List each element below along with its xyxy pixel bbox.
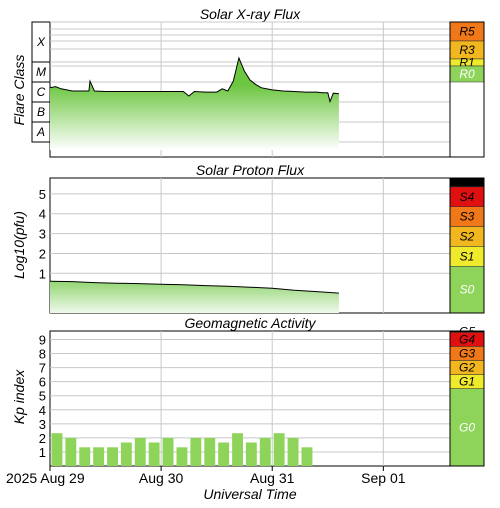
kp-bar — [134, 437, 146, 466]
kp-y-tick-label: 6 — [39, 375, 46, 390]
kp-bar — [120, 442, 132, 466]
x-tick-label: Aug 31 — [250, 470, 295, 486]
kp-bar — [245, 442, 257, 466]
kp-bar — [93, 447, 105, 466]
flare-class-label: A — [36, 125, 45, 139]
kp-bar — [218, 442, 230, 466]
kp-panel-title: Geomagnetic Activity — [185, 315, 317, 331]
kp-y-axis-label: Kp index — [11, 369, 27, 424]
kp-bar — [51, 433, 63, 466]
proton-scale-band — [449, 266, 485, 314]
kp-scale-label: G4 — [459, 332, 475, 346]
proton-y-tick-label: 2 — [39, 246, 46, 261]
kp-bar — [301, 447, 313, 466]
flare-class-label: M — [36, 65, 46, 79]
kp-y-tick-label: 3 — [39, 417, 46, 432]
kp-scale-label: G1 — [459, 375, 475, 389]
proton-scale-label: S2 — [460, 230, 475, 244]
proton-scale-label: S5 — [460, 175, 475, 189]
xray-flux-fill — [50, 58, 339, 150]
x-axis-title: Universal Time — [203, 486, 296, 502]
x-axis: 2025 Aug 29 Aug 30 Aug 31 Sep 01 — [6, 466, 406, 486]
flare-class-label: B — [37, 105, 45, 119]
proton-scale-label: S3 — [460, 210, 475, 224]
kp-bar — [232, 433, 243, 466]
xray-scale-frame — [449, 21, 485, 158]
xray-scale-label: R0 — [459, 67, 475, 81]
flare-class-label: X — [36, 35, 46, 49]
flare-class-label: C — [37, 85, 46, 99]
kp-bar — [148, 442, 160, 466]
xray-y-axis-label: Flare Class — [11, 55, 27, 126]
kp-scale-frame — [449, 330, 485, 467]
kp-bar — [79, 447, 91, 466]
xray-scale-label: R3 — [459, 43, 475, 57]
kp-bar — [190, 437, 202, 466]
proton-flux-fill — [50, 281, 339, 313]
kp-y-tick-label: 1 — [39, 445, 46, 460]
kp-y-tick-label: 8 — [39, 347, 46, 362]
proton-y-axis-label: Log10(pfu) — [11, 211, 27, 279]
kp-bar — [259, 437, 271, 466]
kp-scale-label: G0 — [459, 420, 475, 434]
proton-y-tick-label: 1 — [39, 266, 46, 281]
kp-panel: Geomagnetic Activity Kp index 123456789 … — [11, 315, 485, 467]
proton-flux-line — [49, 280, 339, 294]
xray-scale-label: R5 — [459, 25, 475, 39]
x-tick-label: Sep 01 — [361, 470, 406, 486]
kp-bar — [107, 447, 118, 466]
kp-y-tick-label: 2 — [39, 431, 46, 446]
kp-bar — [176, 447, 188, 466]
proton-y-tick-label: 5 — [39, 187, 46, 202]
proton-scale-frame — [449, 177, 485, 314]
kp-bar — [162, 437, 174, 466]
kp-bar — [287, 437, 299, 466]
kp-scale-label: G2 — [459, 361, 475, 375]
proton-panel-title: Solar Proton Flux — [196, 162, 305, 178]
proton-scale-label: S0 — [460, 283, 475, 297]
kp-bar — [204, 437, 216, 466]
xray-flux-line — [49, 56, 339, 104]
x-tick-label: Aug 30 — [139, 470, 184, 486]
kp-bar — [273, 433, 285, 466]
proton-y-tick-label: 4 — [39, 207, 46, 222]
proton-scale-label: S1 — [460, 249, 475, 263]
kp-y-tick-label: 9 — [39, 332, 46, 347]
x-tick-label: 2025 Aug 29 — [6, 470, 85, 486]
kp-scale-band — [449, 388, 485, 467]
kp-y-tick-label: 7 — [39, 361, 46, 376]
kp-bar — [65, 437, 77, 466]
proton-scale-label: S4 — [460, 190, 475, 204]
proton-y-tick-label: 3 — [39, 227, 46, 242]
xray-panel-title: Solar X-ray Flux — [200, 6, 301, 22]
kp-scale-label: G3 — [459, 347, 475, 361]
kp-y-tick-label: 5 — [39, 389, 46, 404]
kp-y-tick-label: 4 — [39, 403, 46, 418]
